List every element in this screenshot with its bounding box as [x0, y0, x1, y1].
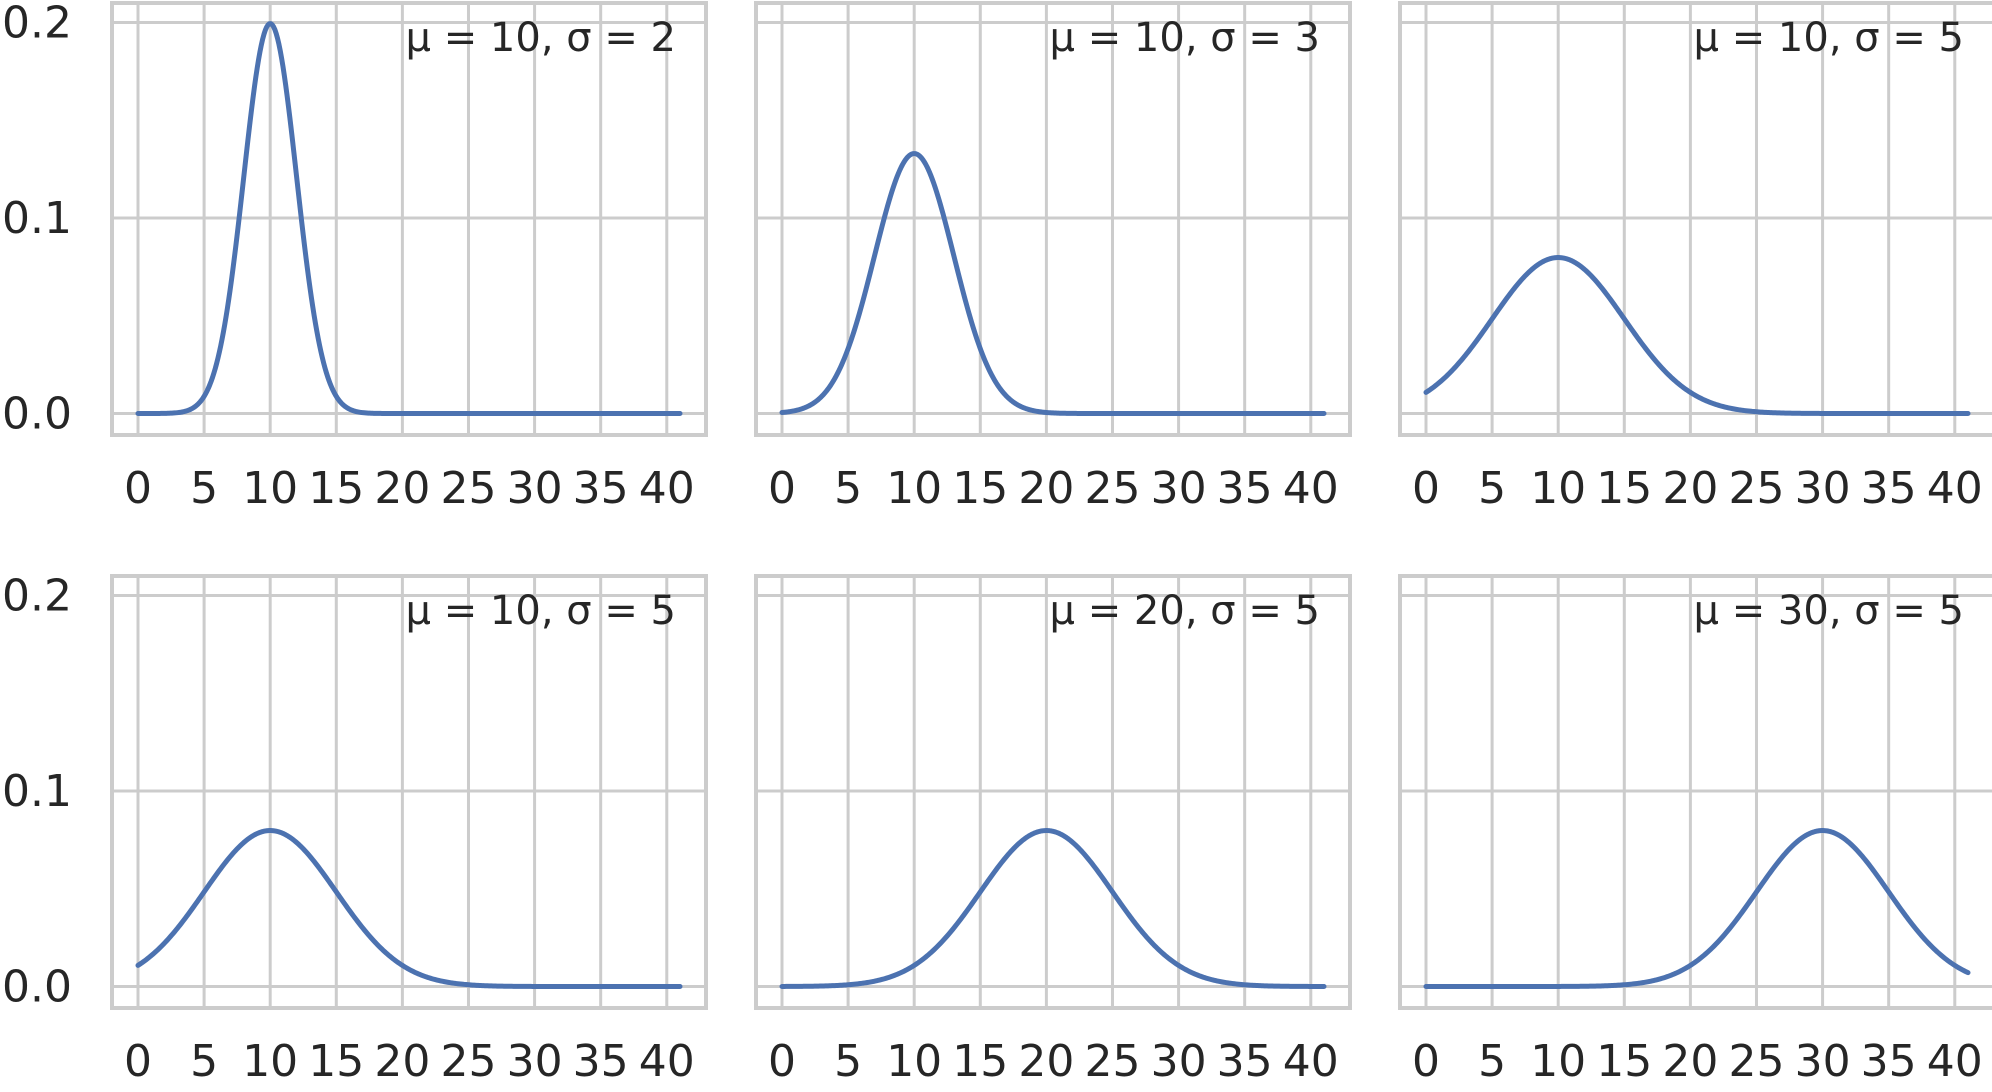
y-tick-label: 0.1 [2, 193, 72, 244]
axes-frame [754, 574, 1352, 1010]
x-tick-label: 35 [1217, 463, 1273, 514]
x-tick-label: 5 [190, 1036, 218, 1087]
x-tick-label: 30 [1795, 1036, 1851, 1087]
x-tick-label: 25 [1728, 463, 1784, 514]
x-tick-label: 5 [1478, 463, 1506, 514]
subplot-4: μ = 10, σ = 5 0 5 10 15 20 25 30 35 40 0.0 0.1 0.2 [2, 571, 708, 1087]
params-annotation: μ = 10, σ = 2 [406, 15, 676, 61]
axes-frame [1398, 1, 1992, 437]
x-tick-label: 0 [1412, 1036, 1440, 1087]
x-tick-label: 20 [374, 1036, 430, 1087]
params-annotation: μ = 10, σ = 3 [1050, 15, 1320, 61]
x-tick-label: 0 [768, 463, 796, 514]
density-curve [779, 828, 1327, 989]
x-tick-label: 40 [1927, 463, 1983, 514]
x-tick-label: 20 [1018, 1036, 1074, 1087]
x-tick-label: 25 [440, 1036, 496, 1087]
x-tick-label: 5 [834, 1036, 862, 1087]
axes-frame [110, 1, 708, 437]
params-annotation: μ = 10, σ = 5 [406, 588, 676, 634]
x-tick-label: 40 [1283, 1036, 1339, 1087]
x-tick-label: 35 [573, 463, 629, 514]
x-tick-label: 25 [1728, 1036, 1784, 1087]
x-tick-label: 30 [507, 463, 563, 514]
params-annotation: μ = 10, σ = 5 [1694, 15, 1964, 61]
x-tick-label: 0 [768, 1036, 796, 1087]
x-tick-label: 0 [124, 463, 152, 514]
density-curve [1423, 828, 1971, 989]
x-tick-label: 15 [952, 1036, 1008, 1087]
x-tick-label: 0 [124, 1036, 152, 1087]
x-tick-label: 5 [1478, 1036, 1506, 1087]
y-tick-label: 0.1 [2, 766, 72, 817]
x-tick-label: 15 [1596, 463, 1652, 514]
x-tick-label: 10 [1530, 1036, 1586, 1087]
density-curve [135, 828, 683, 989]
x-tick-label: 35 [573, 1036, 629, 1087]
params-annotation: μ = 20, σ = 5 [1050, 588, 1320, 634]
y-tick-label: 0.2 [2, 0, 72, 49]
x-tick-label: 5 [190, 463, 218, 514]
x-tick-label: 30 [1151, 463, 1207, 514]
subplot-1: μ = 10, σ = 2 0 5 10 15 20 25 30 35 40 0.0 0.1 0.2 [2, 0, 708, 514]
y-tick-label: 0.0 [2, 961, 72, 1012]
density-curve [779, 151, 1327, 416]
x-tick-label: 40 [639, 1036, 695, 1087]
axes-frame [754, 1, 1352, 437]
x-tick-label: 40 [1927, 1036, 1983, 1087]
axes-frame [110, 574, 708, 1010]
x-tick-label: 25 [1084, 1036, 1140, 1087]
x-tick-label: 30 [1151, 1036, 1207, 1087]
params-annotation: μ = 30, σ = 5 [1694, 588, 1964, 634]
x-tick-label: 0 [1412, 463, 1440, 514]
x-tick-label: 15 [952, 463, 1008, 514]
x-tick-label: 25 [1084, 463, 1140, 514]
y-tick-label: 0.2 [2, 571, 72, 622]
x-tick-label: 5 [834, 463, 862, 514]
axes-frame [1398, 574, 1992, 1010]
subplot-2: μ = 10, σ = 3 0 5 10 15 20 25 30 35 40 [754, 1, 1352, 514]
x-tick-label: 35 [1861, 463, 1917, 514]
x-tick-label: 10 [886, 463, 942, 514]
x-tick-label: 25 [440, 463, 496, 514]
x-tick-label: 20 [1018, 463, 1074, 514]
x-tick-label: 20 [1662, 463, 1718, 514]
x-tick-label: 35 [1217, 1036, 1273, 1087]
x-tick-label: 30 [1795, 463, 1851, 514]
x-tick-label: 15 [308, 463, 364, 514]
x-tick-label: 20 [374, 463, 430, 514]
y-tick-label: 0.0 [2, 388, 72, 439]
x-tick-label: 40 [1283, 463, 1339, 514]
density-curve [135, 21, 683, 416]
x-tick-label: 35 [1861, 1036, 1917, 1087]
x-tick-label: 10 [1530, 463, 1586, 514]
subplot-3: μ = 10, σ = 5 0 5 10 15 20 25 30 35 40 [1398, 1, 1992, 514]
subplot-5: μ = 20, σ = 5 0 5 10 15 20 25 30 35 40 [754, 574, 1352, 1087]
x-tick-label: 10 [242, 463, 298, 514]
x-tick-label: 30 [507, 1036, 563, 1087]
x-tick-label: 10 [242, 1036, 298, 1087]
subplot-6: μ = 30, σ = 5 0 5 10 15 20 25 30 35 40 [1398, 574, 1992, 1087]
x-tick-label: 15 [308, 1036, 364, 1087]
x-tick-label: 20 [1662, 1036, 1718, 1087]
x-tick-label: 15 [1596, 1036, 1652, 1087]
density-curve [1423, 255, 1971, 416]
x-tick-label: 40 [639, 463, 695, 514]
x-tick-label: 10 [886, 1036, 942, 1087]
